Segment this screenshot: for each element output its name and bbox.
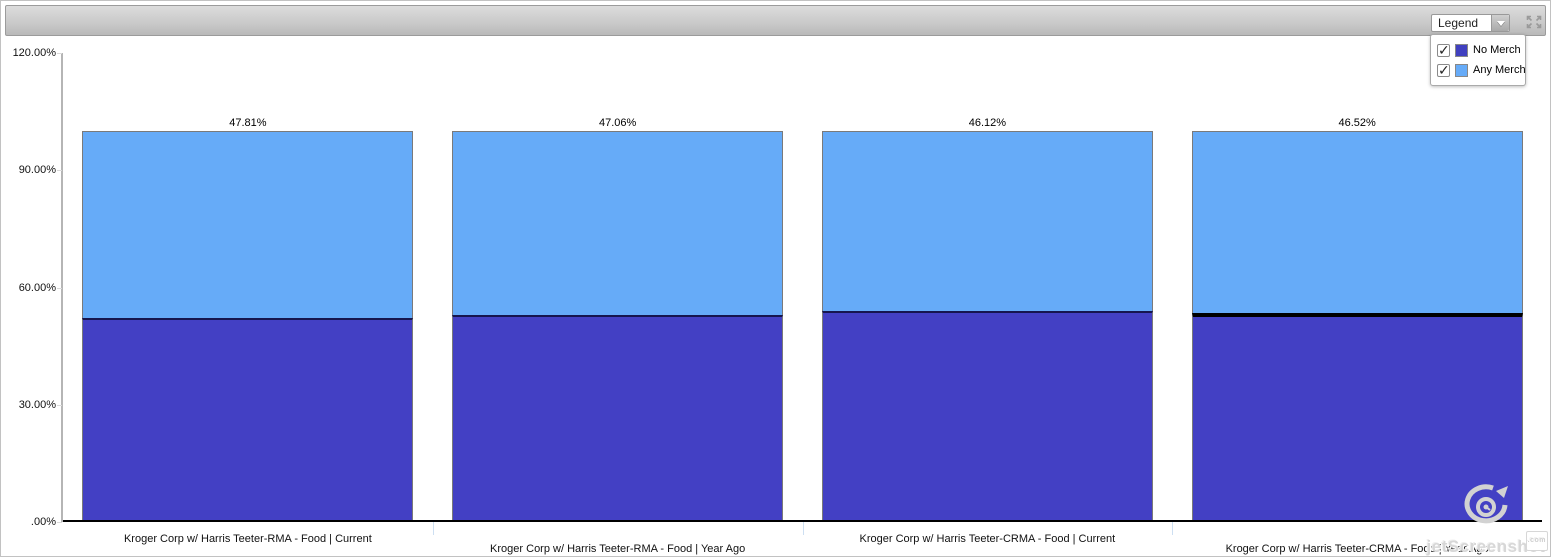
bar-segment-any-merch[interactable] (1191, 131, 1523, 313)
toolbar (5, 5, 1546, 36)
bar-segment-any-merch[interactable] (821, 131, 1153, 312)
legend-color-swatch (1455, 43, 1468, 57)
x-axis-label: Kroger Corp w/ Harris Teeter-CRMA - Food… (859, 533, 1116, 545)
bar-segment-no-merch[interactable] (1191, 312, 1523, 522)
bar-segment-any-merch[interactable] (452, 131, 784, 316)
bar-segment-no-merch[interactable] (452, 315, 784, 522)
y-axis-tick-label: 60.00% (18, 281, 56, 294)
y-axis-tick-label: 90.00% (18, 164, 56, 177)
y-axis-tick-label: 120.00% (12, 47, 56, 59)
chevron-down-glyph (1496, 20, 1505, 26)
y-axis-tick-mark (57, 522, 62, 523)
checkbox-checked-icon[interactable]: ✓ (1437, 61, 1450, 78)
y-axis-tick-label: .00% (30, 516, 56, 528)
legend-item-label: Any Merch (1473, 64, 1526, 76)
legend-color-swatch (1455, 63, 1468, 77)
x-axis-label: Kroger Corp w/ Harris Teeter-RMA - Food … (123, 533, 372, 545)
bar-value-label: 47.06% (598, 117, 637, 130)
checkbox-checked-icon[interactable]: ✓ (1437, 41, 1450, 58)
chevron-down-icon[interactable] (1491, 15, 1509, 31)
bar-value-label: 47.81% (229, 117, 267, 130)
y-axis-line (61, 53, 63, 522)
bar-segment-any-merch[interactable] (82, 131, 414, 318)
legend-dropdown-button[interactable]: Legend (1431, 14, 1510, 32)
expand-button[interactable] (1524, 13, 1544, 31)
bar-value-label: 46.12% (968, 117, 1007, 130)
category-boundary-tick (432, 522, 434, 535)
y-axis-tick-mark (57, 53, 62, 54)
x-axis-label: Kroger Corp w/ Harris Teeter-CRMA - Food… (1225, 543, 1489, 555)
y-axis-tick-mark (57, 287, 62, 289)
category-boundary-tick (1172, 522, 1174, 535)
y-axis-tick-mark (57, 170, 62, 172)
x-axis-label: Kroger Corp w/ Harris Teeter-RMA - Food … (490, 543, 746, 555)
category-boundary-tick (802, 522, 804, 535)
legend-item-no-merch[interactable]: ✓ No Merch (1435, 40, 1521, 60)
legend-panel: ✓ No Merch ✓ Any Merch (1430, 34, 1526, 86)
legend-dropdown-label: Legend (1438, 16, 1479, 30)
y-axis-tick-mark (57, 404, 62, 406)
x-axis-baseline (63, 520, 1542, 522)
bar-segment-no-merch[interactable] (82, 318, 414, 522)
legend-item-label: No Merch (1473, 44, 1521, 56)
legend-item-any-merch[interactable]: ✓ Any Merch (1435, 60, 1526, 80)
bar-value-label: 46.52% (1338, 117, 1376, 130)
bar-segment-no-merch[interactable] (821, 311, 1153, 522)
y-axis-tick-label: 30.00% (18, 398, 56, 411)
expand-icon (1526, 15, 1542, 29)
